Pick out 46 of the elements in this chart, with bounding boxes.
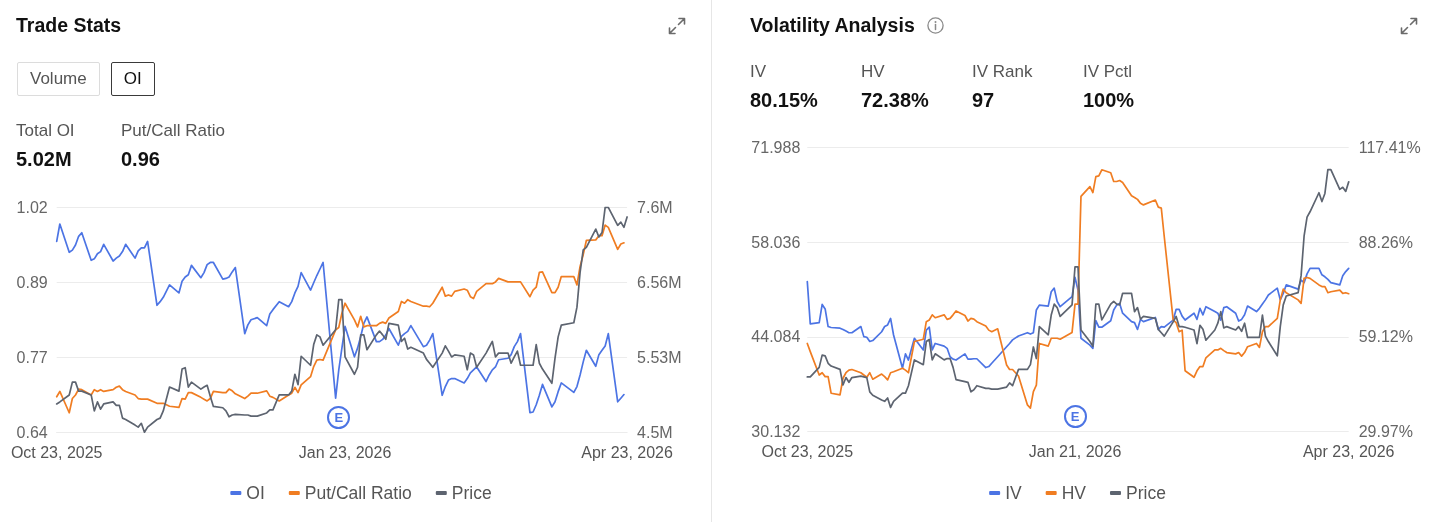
text: Volatility Analysis (750, 13, 915, 37)
legend-label: HV (1061, 483, 1087, 503)
y-tick-label: 30.132 (751, 423, 801, 441)
text: Total OI (16, 121, 75, 140)
text: Put/Call Ratio (121, 121, 225, 140)
legend-label: OI (246, 483, 265, 503)
y2-tick-label: 29.97% (1358, 423, 1413, 441)
y2-tick-label: 88.26% (1358, 233, 1413, 251)
annotation: E (334, 409, 344, 425)
x-tick-label: Apr 23, 2026 (1302, 443, 1395, 461)
y2-tick-label: 6.56M (637, 274, 682, 292)
text: 97 (972, 89, 995, 111)
y-tick-label: 44.084 (751, 328, 801, 346)
text: 72.38% (861, 89, 929, 111)
text: IV Pctl (1083, 62, 1133, 81)
x-tick-label: Oct 23, 2025 (10, 443, 103, 461)
y-tick-label: 58.036 (751, 233, 801, 251)
x-tick-label: Jan 21, 2026 (1028, 443, 1122, 461)
y2-tick-label: 117.41% (1358, 138, 1421, 156)
x-tick-label: Jan 23, 2026 (298, 443, 392, 461)
y-tick-label: 1.02 (16, 198, 48, 216)
text: IV Rank (972, 62, 1033, 81)
y-tick-label: 71.988 (751, 138, 801, 156)
y-tick-label: 0.77 (16, 348, 48, 366)
legend-label: Price (1125, 483, 1166, 503)
y2-tick-label: 59.12% (1358, 328, 1413, 346)
text: 0.96 (121, 148, 160, 170)
text: HV (861, 62, 885, 81)
y2-tick-label: 4.5M (637, 423, 673, 441)
category-label: OI (123, 69, 142, 89)
text: 80.15% (750, 89, 818, 111)
x-tick-label: Apr 23, 2026 (581, 443, 674, 461)
legend-label: Price (451, 483, 492, 503)
legend-label: Put/Call Ratio (304, 483, 412, 503)
annotation: E (1070, 409, 1080, 425)
text: 100% (1083, 89, 1135, 111)
x-tick-label: Oct 23, 2025 (761, 443, 854, 461)
y-tick-label: 0.64 (16, 423, 48, 441)
legend-label: IV (1005, 483, 1022, 503)
y2-tick-label: 7.6M (637, 198, 673, 216)
y-tick-label: 0.89 (16, 273, 48, 291)
text: IV (750, 62, 767, 81)
category-label: Volume (30, 69, 87, 89)
text: 5.02M (16, 148, 72, 170)
y2-tick-label: 5.53M (637, 349, 682, 367)
text: Trade Stats (16, 13, 122, 37)
